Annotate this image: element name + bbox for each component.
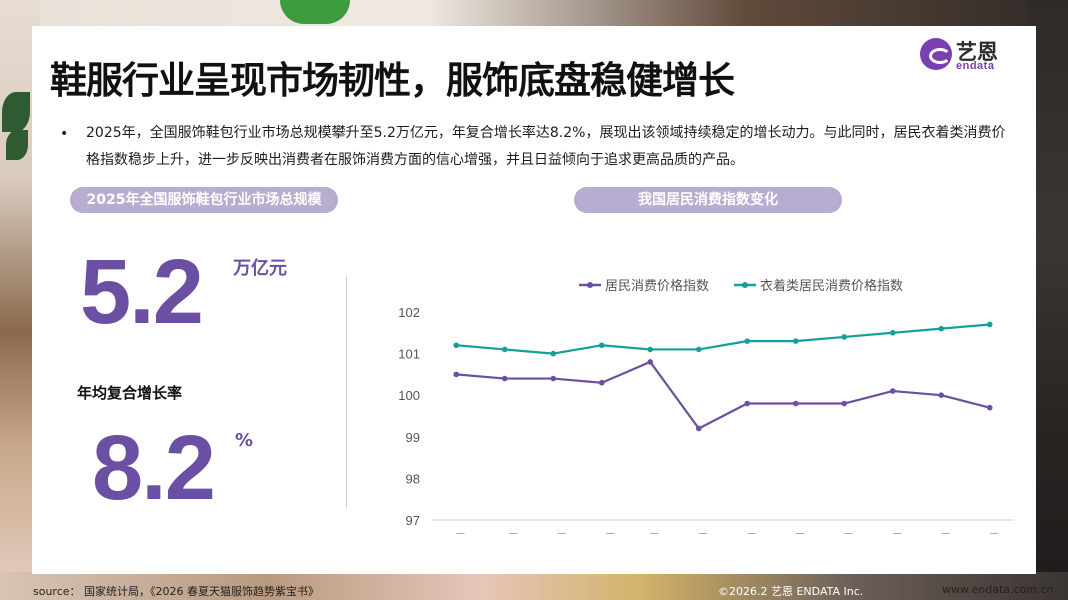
legend-marker	[587, 282, 593, 288]
data-point	[841, 334, 848, 340]
data-point	[938, 325, 945, 332]
plant-leaf-decoration	[6, 130, 28, 160]
legend-label: 居民消费价格指数	[605, 278, 709, 294]
data-point	[598, 379, 605, 386]
y-tick-label: 97	[406, 513, 420, 528]
data-point	[550, 375, 557, 382]
y-tick-label: 100	[398, 388, 420, 403]
x-tick-label: 1月	[640, 533, 661, 534]
consumer-index-heading: 我国居民消费指数变化	[574, 187, 842, 213]
logo-chinese-text: 艺恩	[956, 41, 998, 64]
bullet-icon: •	[60, 126, 69, 142]
panel-divider	[346, 276, 347, 508]
cagr-value: 8.2	[92, 417, 216, 519]
endata-logo: 艺恩 endata	[920, 34, 1030, 74]
data-point	[792, 338, 799, 344]
cagr-unit: %	[235, 430, 254, 451]
logo-mark-icon	[920, 38, 952, 70]
data-point	[695, 346, 702, 353]
data-point	[501, 346, 508, 353]
footer-source: source： 国家统计局，《2026 春夏天猫服饰趋势紫宝书》	[33, 585, 320, 598]
data-point	[889, 330, 896, 336]
data-point	[647, 359, 654, 365]
market-size-unit: 万亿元	[233, 258, 287, 279]
data-point	[986, 404, 993, 411]
x-tick-label: 4月	[785, 533, 806, 534]
logo-english-text: endata	[956, 60, 995, 72]
slide-card: 鞋服行业呈现市场韧性，服饰底盘稳健增长 艺恩 endata • 2025年，全国…	[32, 26, 1036, 574]
x-tick-label: 7月	[931, 533, 952, 534]
y-tick-label: 101	[398, 347, 420, 362]
y-tick-label: 102	[398, 305, 420, 320]
y-tick-label: 99	[406, 430, 420, 445]
x-tick-label: 6月	[882, 533, 903, 534]
x-tick-label: 10月	[490, 533, 520, 534]
data-point	[453, 342, 460, 349]
green-object-decoration	[280, 0, 350, 24]
x-tick-label: 12月	[587, 533, 617, 534]
x-tick-label: 2月	[688, 533, 709, 534]
x-tick-label: 3月	[737, 533, 758, 534]
series-line	[456, 360, 991, 430]
data-point	[986, 321, 993, 328]
market-size-heading: 2025年全国服饰鞋包行业市场总规模	[70, 187, 338, 213]
data-point	[792, 400, 799, 407]
x-tick-label: 8月	[979, 533, 1000, 534]
cagr-label: 年均复合增长率	[77, 384, 183, 402]
series-line	[456, 323, 990, 355]
data-point	[841, 400, 848, 407]
data-point	[744, 400, 751, 407]
data-point	[744, 338, 751, 344]
data-point	[938, 392, 945, 398]
legend-label: 衣着类居民消费价格指数	[760, 278, 903, 294]
data-point	[453, 371, 460, 378]
market-size-value: 5.2	[80, 241, 204, 343]
data-point	[695, 425, 702, 432]
x-tick-label: 5月	[834, 533, 855, 534]
data-point	[889, 388, 896, 394]
footer-copyright: ©2026.2 艺恩 ENDATA Inc.	[718, 585, 864, 598]
consumer-index-line-chart: 97 98 99 100 101 102 9月 10月 11月 12月 1月 2月 3月 4月 5月 6月 7月…	[398, 278, 1014, 534]
x-tick-label: 9月	[446, 533, 467, 534]
data-point	[598, 342, 605, 349]
legend-marker	[742, 282, 748, 288]
plant-leaf-decoration	[2, 92, 30, 132]
footer-url-link[interactable]: www.endata.com.cn	[942, 583, 1054, 596]
data-point	[501, 375, 508, 382]
data-point	[550, 350, 557, 357]
slide-title: 鞋服行业呈现市场韧性，服饰底盘稳健增长	[50, 59, 735, 102]
data-point	[647, 346, 654, 353]
background-top-strip	[0, 0, 1068, 28]
y-tick-label: 98	[406, 471, 420, 486]
background-bottom-strip	[0, 572, 1068, 600]
summary-paragraph: 2025年，全国服饰鞋包行业市场总规模攀升至5.2万亿元，年复合增长率达8.2%…	[86, 125, 1006, 168]
x-tick-label: 11月	[538, 533, 568, 534]
